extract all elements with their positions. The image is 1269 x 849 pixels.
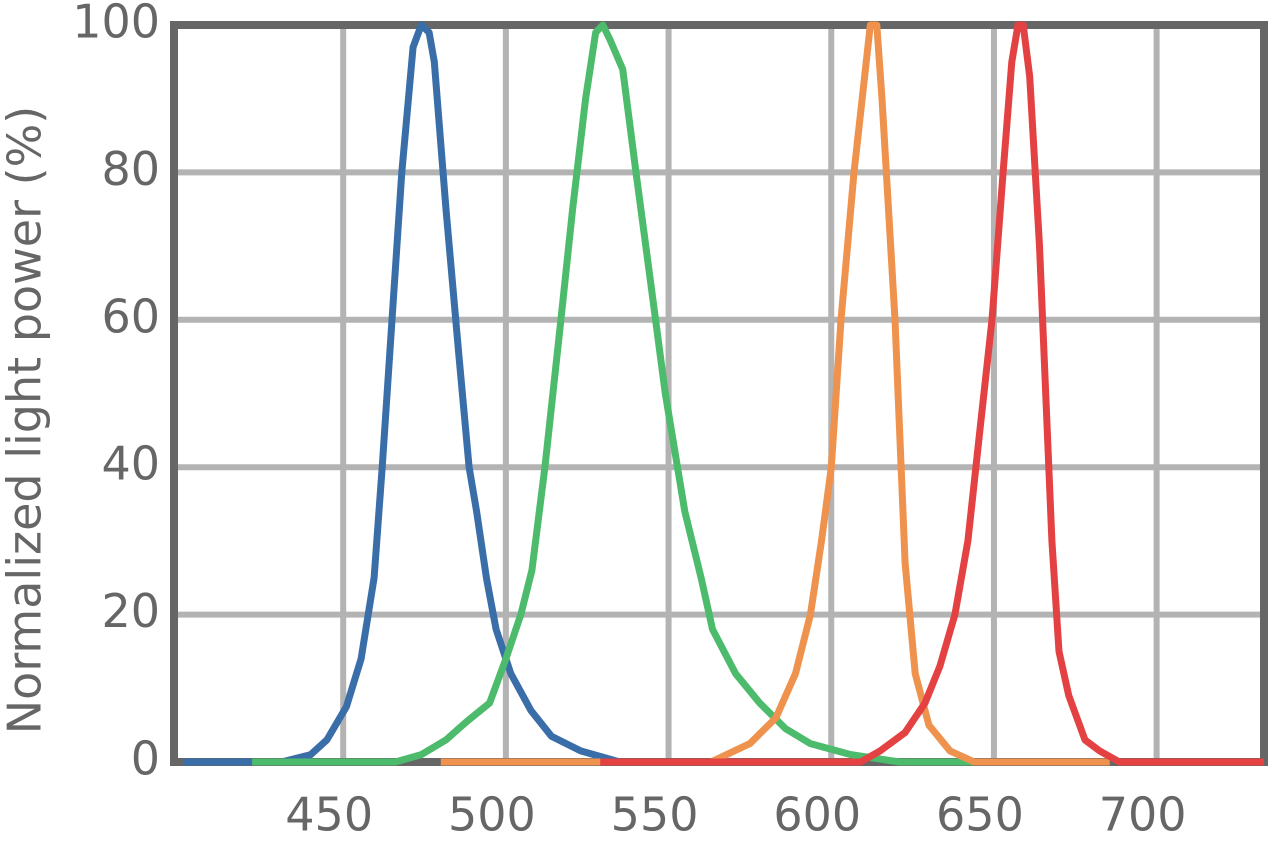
y-axis-label: Normalized light power (%): [0, 106, 52, 734]
y-tick-label: 0: [131, 732, 160, 786]
spectrum-line: [252, 21, 975, 766]
x-tick-label: 450: [285, 788, 373, 842]
plot-frame: [170, 21, 1268, 766]
spectrum-line: [600, 21, 1264, 766]
spectrum-line: [183, 21, 621, 766]
x-tick-label: 600: [773, 788, 861, 842]
y-tick-label: 80: [101, 142, 160, 196]
y-tick-label: 100: [72, 0, 160, 49]
y-tick-label: 60: [101, 289, 160, 343]
x-tick-label: 500: [448, 788, 536, 842]
y-tick-label: 20: [101, 584, 160, 638]
x-tick-label: 650: [936, 788, 1024, 842]
y-tick-label: 40: [101, 437, 160, 491]
x-tick-label: 700: [1099, 788, 1187, 842]
x-tick-label: 550: [611, 788, 699, 842]
